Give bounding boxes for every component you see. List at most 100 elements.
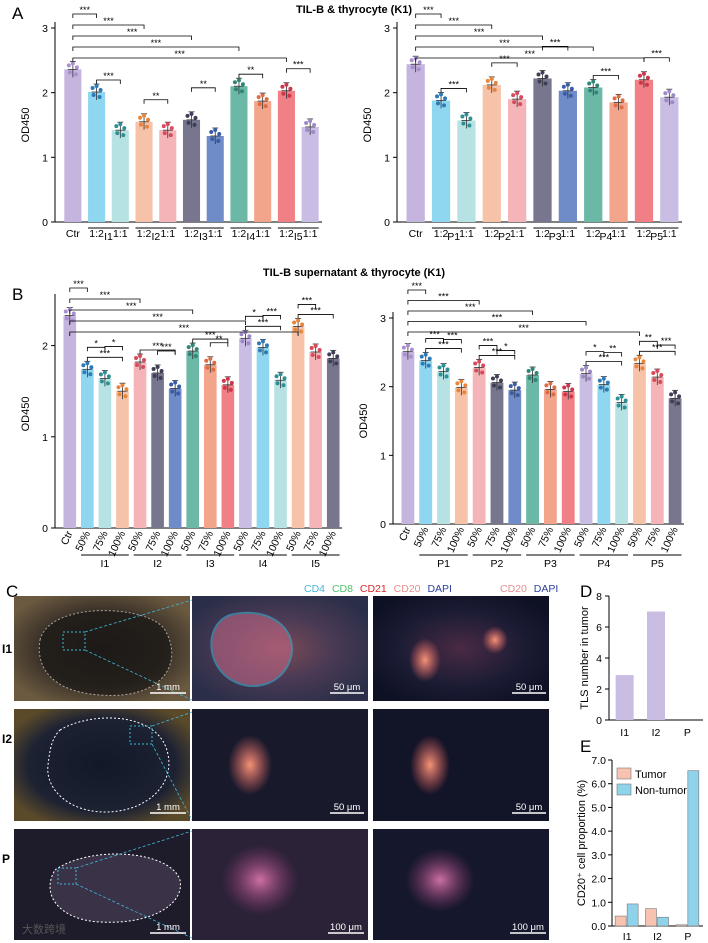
data-point [173, 380, 178, 385]
significance-label: *** [100, 348, 111, 358]
x-tick-label: 1:2 [232, 228, 247, 240]
data-point [260, 93, 265, 98]
data-point [594, 90, 599, 95]
data-point [515, 393, 520, 398]
y-axis-label: CD20⁺ cell proportion (%) [576, 780, 588, 906]
y-tick-label: 4.0 [591, 826, 606, 838]
data-point [300, 322, 305, 327]
data-point [228, 387, 233, 392]
bar [116, 391, 129, 528]
channel-dapi-right: DAPI [534, 583, 559, 595]
significance-bracket [104, 346, 123, 351]
data-point [193, 354, 198, 359]
significance-bracket [425, 348, 462, 353]
significance-label: *** [205, 330, 216, 340]
x-tick-label: I2 [653, 931, 662, 943]
data-point [91, 93, 96, 98]
y-tick-label: 1 [42, 152, 48, 164]
data-point [123, 394, 128, 399]
x-tick-label: P [684, 727, 691, 739]
title-panel-a: TIL-B & thyrocyte (K1) [296, 4, 412, 16]
data-point [615, 396, 620, 401]
channel-legend-right: CD20 DAPI [500, 583, 558, 595]
x-tick-label: 50% [572, 525, 592, 549]
data-point [263, 104, 268, 109]
bar [584, 87, 603, 222]
data-point [63, 309, 68, 314]
data-point [436, 101, 441, 106]
significance-bracket [491, 62, 518, 67]
y-axis-label: OD450 [20, 108, 32, 143]
data-point [530, 366, 535, 371]
data-point [121, 133, 126, 138]
data-point [490, 376, 495, 381]
data-point [192, 122, 197, 127]
data-point [633, 357, 638, 362]
data-point [544, 74, 549, 79]
bar [406, 64, 425, 222]
data-point [210, 136, 215, 141]
bar [660, 97, 679, 222]
data-point [612, 96, 617, 101]
y-tick-label: 5.0 [591, 802, 606, 814]
bar [597, 384, 611, 524]
data-point [138, 115, 143, 120]
y-tick-label: 0 [384, 217, 390, 229]
scale-bar-p-zoom: 100 μm [330, 922, 362, 933]
bar [579, 373, 593, 524]
bar [454, 387, 468, 524]
significance-label: *** [448, 79, 459, 89]
significance-label: *** [601, 66, 612, 76]
data-point [518, 102, 523, 107]
data-point [168, 133, 173, 138]
data-point [236, 78, 241, 83]
significance-bracket [72, 35, 192, 40]
bar-non-tumor [626, 903, 639, 927]
data-point [162, 131, 167, 136]
data-point [311, 129, 316, 134]
bar-tumor [675, 924, 688, 927]
significance-label: ** [152, 91, 160, 101]
bar [301, 126, 319, 222]
x-tick-label: 100% [605, 525, 627, 554]
data-point [70, 318, 75, 323]
significance-label: *** [266, 306, 277, 316]
data-point [169, 382, 174, 387]
data-point [187, 352, 192, 357]
bar [221, 384, 235, 528]
data-point [284, 82, 289, 87]
data-point [568, 93, 573, 98]
significance-bracket [72, 57, 287, 62]
data-point [548, 381, 553, 386]
data-point [565, 82, 570, 87]
y-tick-label: 2 [42, 341, 48, 353]
data-point [552, 385, 557, 390]
x-tick-label: 1:1 [662, 228, 677, 240]
x-tick-label: Ctr [397, 525, 414, 543]
bar [309, 351, 322, 528]
x-tick-label: 50% [126, 529, 146, 553]
data-point [99, 379, 104, 384]
data-point [638, 80, 643, 85]
bar [64, 69, 82, 223]
y-tick-label: 0.0 [591, 921, 606, 933]
data-point [439, 92, 444, 97]
data-point [534, 370, 539, 375]
data-point [584, 365, 589, 370]
data-point [508, 384, 513, 389]
data-point [537, 79, 542, 84]
data-point [604, 387, 609, 392]
x-tick-label: 50% [231, 529, 251, 553]
data-point [120, 383, 125, 388]
significance-bracket [72, 13, 97, 18]
data-point [118, 122, 123, 127]
group-label: P4 [599, 231, 612, 243]
x-tick-label: Ctr [59, 529, 76, 547]
data-point [644, 82, 649, 87]
bar [168, 388, 182, 528]
bar [419, 360, 433, 524]
data-point [561, 84, 566, 89]
significance-bracket [415, 35, 543, 40]
data-point [441, 363, 446, 368]
significance-bracket [415, 24, 493, 29]
